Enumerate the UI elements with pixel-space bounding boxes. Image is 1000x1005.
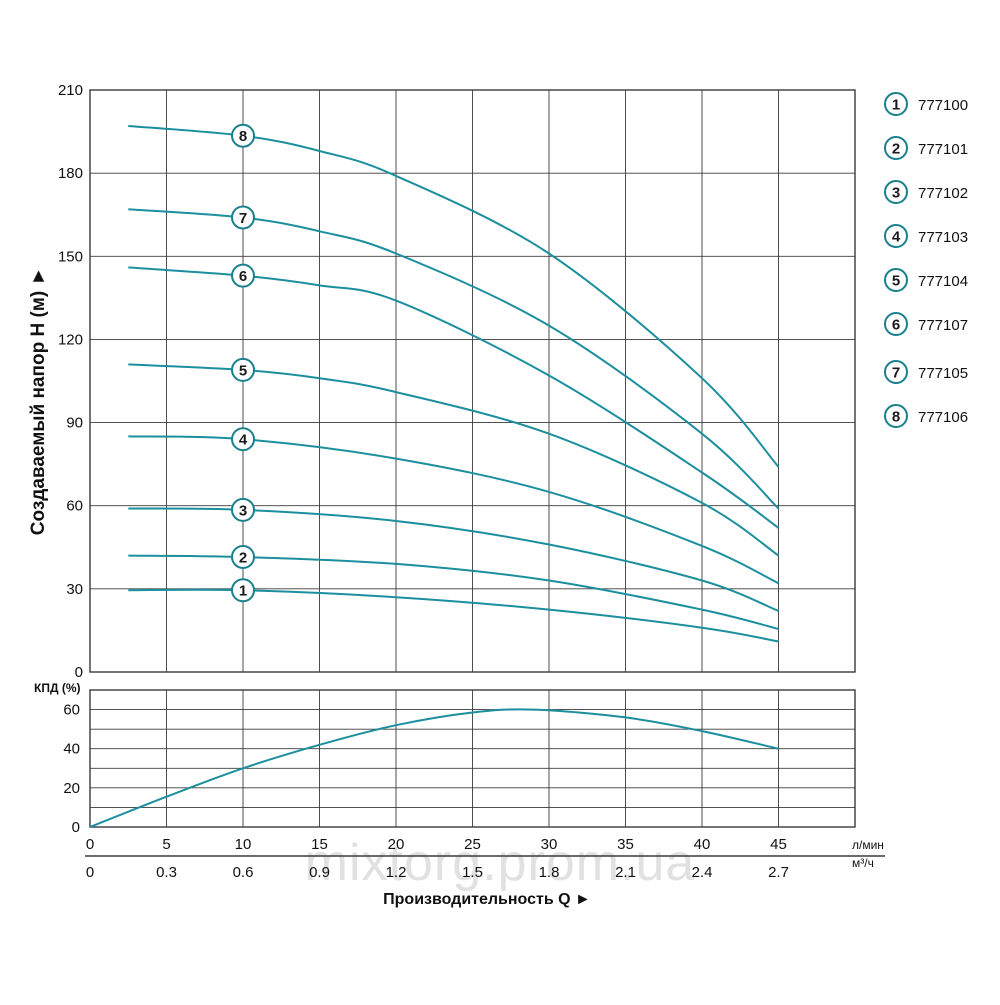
- curve-marker-circle-8: [231, 123, 255, 148]
- x-tick-lpm: 5: [162, 836, 170, 853]
- x-tick-lpm: 40: [694, 836, 711, 853]
- head-y-tick-label: 180: [58, 165, 83, 182]
- head-y-tick-label: 210: [58, 82, 83, 99]
- legend-marker-number-7: 7: [892, 365, 900, 382]
- x-tick-m3h: 2.4: [692, 864, 713, 881]
- legend-marker-number-2: 2: [892, 141, 900, 158]
- curve-marker-number-2: 2: [239, 549, 247, 566]
- legend-marker-number-3: 3: [892, 185, 900, 202]
- legend-marker-number-8: 8: [892, 409, 900, 426]
- x-tick-lpm: 45: [770, 836, 787, 853]
- x-tick-lpm: 0: [86, 836, 94, 853]
- watermark: mixtorg.prom.ua: [305, 834, 696, 892]
- head-curve-6: [128, 266, 780, 529]
- x-tick-lpm: 30: [541, 836, 558, 853]
- legend-entry-label: 777105: [918, 365, 968, 382]
- head-y-tick-label: 120: [58, 331, 83, 348]
- curve-marker-number-3: 3: [239, 502, 247, 519]
- legend-marker-circle-5: [884, 268, 908, 292]
- legend-entry-label: 777104: [918, 273, 968, 290]
- head-y-tick-label: 30: [66, 581, 83, 598]
- legend-marker-number-5: 5: [892, 273, 900, 290]
- curve-marker-circle-2: [231, 544, 255, 569]
- head-y-tick-label: 60: [66, 498, 83, 515]
- x-tick-m3h: 1.8: [539, 864, 560, 881]
- efficiency-y-tick-label: 60: [63, 702, 80, 719]
- legend-marker-circle-1: [884, 92, 908, 116]
- curve-marker-circle-7: [231, 205, 255, 230]
- efficiency-y-axis-label: КПД (%): [34, 681, 81, 695]
- head-y-tick-label: 150: [58, 248, 83, 265]
- legend-entry-label: 777101: [918, 141, 968, 158]
- curve-marker-number-4: 4: [239, 432, 248, 449]
- x-tick-lpm: 25: [464, 836, 481, 853]
- x-tick-m3h: 0: [86, 864, 94, 881]
- legend-marker-number-4: 4: [892, 229, 901, 246]
- head-y-tick-label: 0: [75, 664, 83, 681]
- head-curve-3: [128, 507, 779, 612]
- x-tick-m3h: 1.5: [462, 864, 483, 881]
- legend-marker-number-6: 6: [892, 317, 900, 334]
- head-curve-2: [128, 554, 779, 630]
- curve-marker-number-7: 7: [239, 210, 247, 227]
- legend-entry-label: 777100: [918, 97, 968, 114]
- legend-marker-circle-2: [884, 136, 908, 160]
- legend-marker-circle-4: [884, 224, 908, 248]
- curve-marker-circle-1: [231, 578, 255, 603]
- curve-marker-number-6: 6: [239, 268, 247, 285]
- legend-marker-circle-6: [884, 312, 908, 336]
- curve-marker-circle-5: [231, 357, 255, 382]
- curve-marker-circle-4: [231, 427, 255, 452]
- curve-marker-number-5: 5: [239, 362, 247, 379]
- x-tick-m3h: 0.9: [309, 864, 330, 881]
- efficiency-y-tick-label: 20: [63, 780, 80, 797]
- x-unit-lpm: л/мин: [852, 838, 884, 852]
- legend-marker-circle-8: [884, 404, 908, 428]
- efficiency-curve: [89, 708, 779, 828]
- curve-marker-number-1: 1: [239, 583, 247, 600]
- legend-marker-circle-3: [884, 180, 908, 204]
- legend-entry-label: 777106: [918, 409, 968, 426]
- head-curve-5: [128, 363, 780, 557]
- x-tick-m3h: 0.3: [156, 864, 177, 881]
- x-tick-m3h: 2.1: [615, 864, 636, 881]
- legend-marker-circle-7: [884, 360, 908, 384]
- legend-marker-number-1: 1: [892, 97, 900, 114]
- x-tick-m3h: 1.2: [386, 864, 407, 881]
- x-tick-lpm: 20: [388, 836, 405, 853]
- x-tick-lpm: 35: [617, 836, 634, 853]
- curve-marker-circle-3: [231, 497, 255, 522]
- legend-entry-label: 777102: [918, 185, 968, 202]
- curve-marker-circle-6: [231, 263, 255, 288]
- efficiency-y-tick-label: 0: [72, 819, 80, 836]
- x-tick-m3h: 0.6: [233, 864, 254, 881]
- legend-entry-label: 777107: [918, 317, 968, 334]
- head-curve-1: [128, 588, 779, 643]
- x-tick-lpm: 15: [311, 836, 328, 853]
- curve-marker-number-8: 8: [239, 128, 247, 145]
- x-unit-m3h: м³/ч: [852, 856, 874, 870]
- legend-entry-label: 777103: [918, 229, 968, 246]
- head-y-tick-label: 90: [66, 415, 83, 432]
- head-y-axis-label: Создаваемый напор H (м) ►: [28, 267, 49, 536]
- x-axis-label: Производительность Q ►: [383, 891, 591, 908]
- head-curve-8: [128, 125, 780, 468]
- x-tick-m3h: 2.7: [768, 864, 789, 881]
- efficiency-y-tick-label: 40: [63, 741, 80, 758]
- x-tick-lpm: 10: [235, 836, 252, 853]
